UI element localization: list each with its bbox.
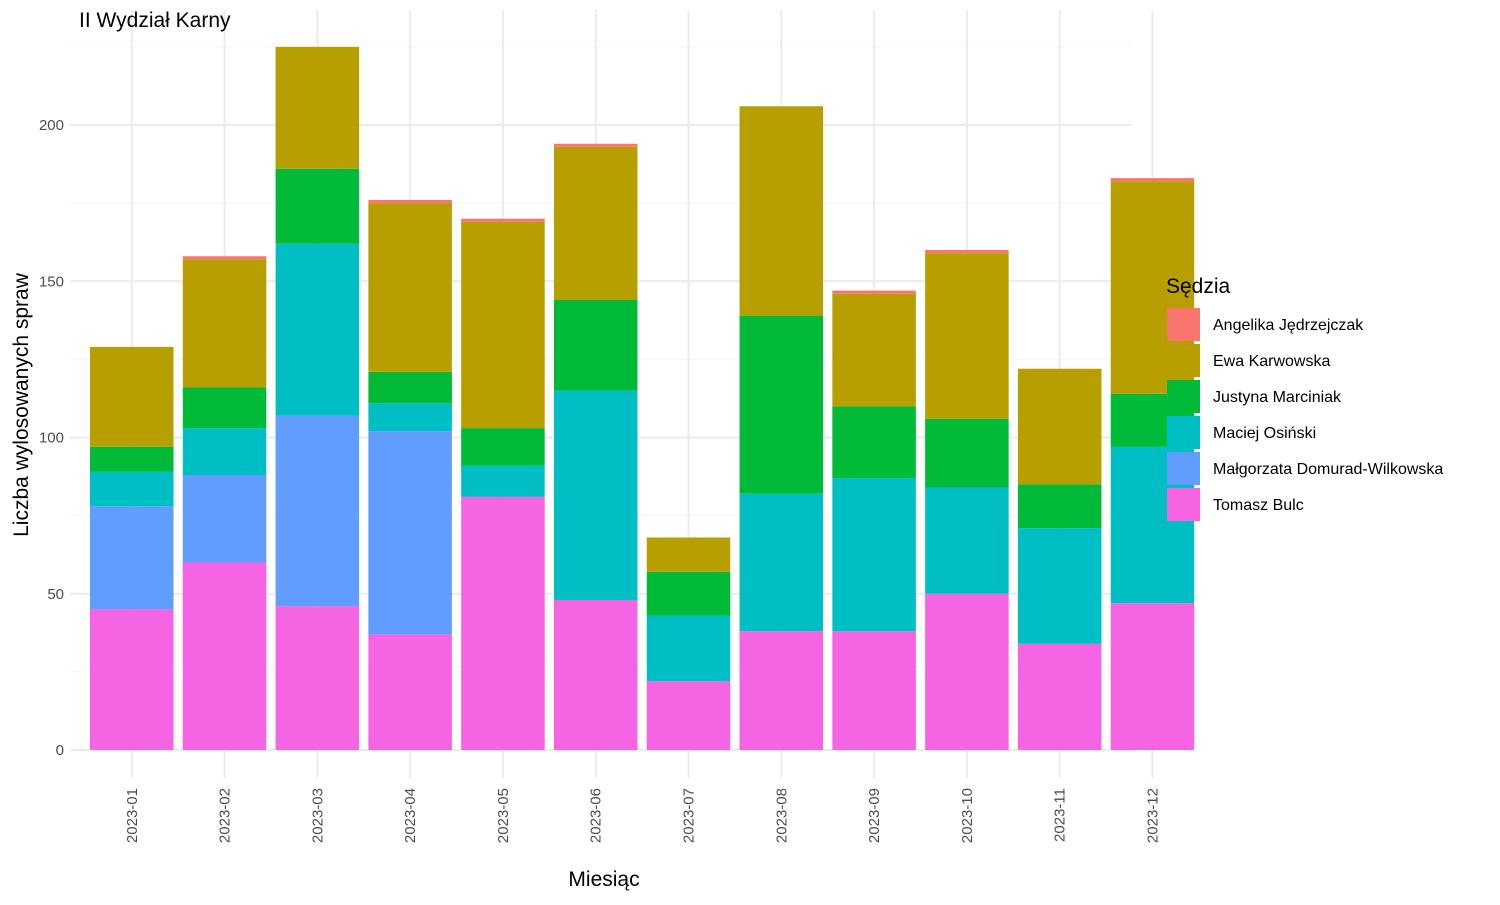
x-tick-label: 2023-07	[681, 788, 698, 843]
bar-segment	[1017, 368, 1102, 485]
bar-segment	[925, 250, 1009, 254]
bar-segment	[553, 146, 638, 300]
y-tick-label: 100	[39, 430, 64, 447]
bar-segment	[739, 493, 824, 632]
bar-segment	[646, 571, 731, 616]
y-tick-label: 50	[47, 586, 64, 603]
y-axis-title: Liczba wylosowanych spraw	[10, 272, 33, 537]
legend-label: Justyna Marciniak	[1213, 389, 1342, 406]
bar-segment	[368, 203, 452, 372]
legend-swatch	[1167, 344, 1200, 377]
bar-segment	[1110, 603, 1195, 750]
bar-segment	[553, 300, 638, 391]
legend-label: Tomasz Bulc	[1213, 497, 1304, 514]
bar-segment	[553, 143, 638, 147]
legend-swatch	[1167, 380, 1200, 413]
bar-segment	[461, 221, 545, 429]
x-tick-label: 2023-08	[773, 788, 790, 843]
bar-segment	[832, 290, 916, 294]
legend-label: Małgorzata Domurad-Wilkowska	[1213, 461, 1443, 478]
bar-segment	[925, 487, 1009, 594]
bar-segment	[739, 631, 824, 750]
bar-segment	[275, 168, 360, 244]
bar-segment	[368, 634, 452, 750]
x-tick-label: 2023-05	[495, 788, 512, 843]
bar-segment	[275, 415, 360, 607]
bar-segment	[832, 293, 916, 407]
legend-label: Angelika Jędrzejczak	[1213, 317, 1364, 334]
chart-title: II Wydział Karny	[79, 9, 231, 32]
bar-segment	[182, 256, 267, 260]
bar-segment	[1017, 643, 1102, 750]
legend-swatch	[1167, 488, 1200, 521]
bar-segment	[90, 446, 174, 472]
bar-segment	[646, 537, 731, 572]
bar-segment	[182, 428, 267, 475]
bar-segment	[1110, 178, 1195, 182]
x-tick-label: 2023-12	[1144, 788, 1161, 843]
x-tick-label: 2023-10	[959, 788, 976, 843]
x-tick-label: 2023-11	[1052, 788, 1069, 842]
legend-title: Sędzia	[1166, 275, 1231, 298]
bar-segment	[275, 606, 360, 750]
bar-segment	[275, 243, 360, 416]
bar-segment	[832, 478, 916, 632]
x-axis-title: Miesiąc	[568, 868, 639, 891]
bar-segment	[275, 46, 360, 169]
bar-segment	[368, 431, 452, 635]
bar-segment	[832, 406, 916, 479]
bar-segment	[646, 681, 731, 750]
x-tick-label: 2023-03	[309, 788, 326, 843]
bar-segment	[182, 387, 267, 429]
bar-segment	[461, 428, 545, 466]
bar-segment	[832, 631, 916, 750]
bar-segment	[925, 418, 1009, 488]
bar-segment	[90, 471, 174, 507]
bar-segment	[553, 390, 638, 600]
bar-segment	[182, 475, 267, 563]
bar-segment	[646, 615, 731, 682]
legend-swatch	[1167, 452, 1200, 485]
y-tick-label: 150	[39, 273, 64, 290]
axes: 0 50 100 150 200 2023-01 2023-02 2023-03 2023-04…	[39, 117, 1162, 843]
legend-swatch	[1167, 308, 1200, 341]
x-tick-label: 2023-02	[217, 788, 234, 843]
legend-swatch	[1167, 416, 1200, 449]
bar-segment	[739, 315, 824, 494]
bar-segment	[1017, 528, 1102, 644]
legend: Sędzia Angelika Jędrzejczak Ewa Karwowska…	[1166, 275, 1443, 521]
y-tick-label: 0	[56, 742, 64, 759]
bar-segment	[553, 600, 638, 750]
bar-segment	[925, 593, 1009, 750]
bar-segment	[739, 106, 824, 316]
bar-segment	[368, 200, 452, 204]
bar-segment	[461, 496, 545, 750]
x-tick-label: 2023-09	[866, 788, 883, 843]
bar-segment	[90, 609, 174, 750]
bar-segment	[182, 259, 267, 388]
legend-label: Maciej Osiński	[1213, 425, 1316, 442]
bar-segment	[1017, 484, 1102, 529]
x-tick-label: 2023-04	[402, 788, 419, 843]
bar-segment	[90, 346, 174, 447]
x-tick-label: 2023-06	[588, 788, 605, 843]
bar-segment	[182, 562, 267, 750]
bar-segment	[461, 465, 545, 497]
bar-segment	[461, 218, 545, 222]
bar-segment	[368, 371, 452, 404]
x-tick-label: 2023-01	[124, 788, 141, 843]
y-tick-label: 200	[39, 117, 64, 134]
bar-segment	[368, 403, 452, 432]
bars	[90, 46, 1195, 750]
legend-label: Ewa Karwowska	[1213, 353, 1330, 370]
bar-segment	[925, 253, 1009, 419]
bar-segment	[90, 506, 174, 610]
